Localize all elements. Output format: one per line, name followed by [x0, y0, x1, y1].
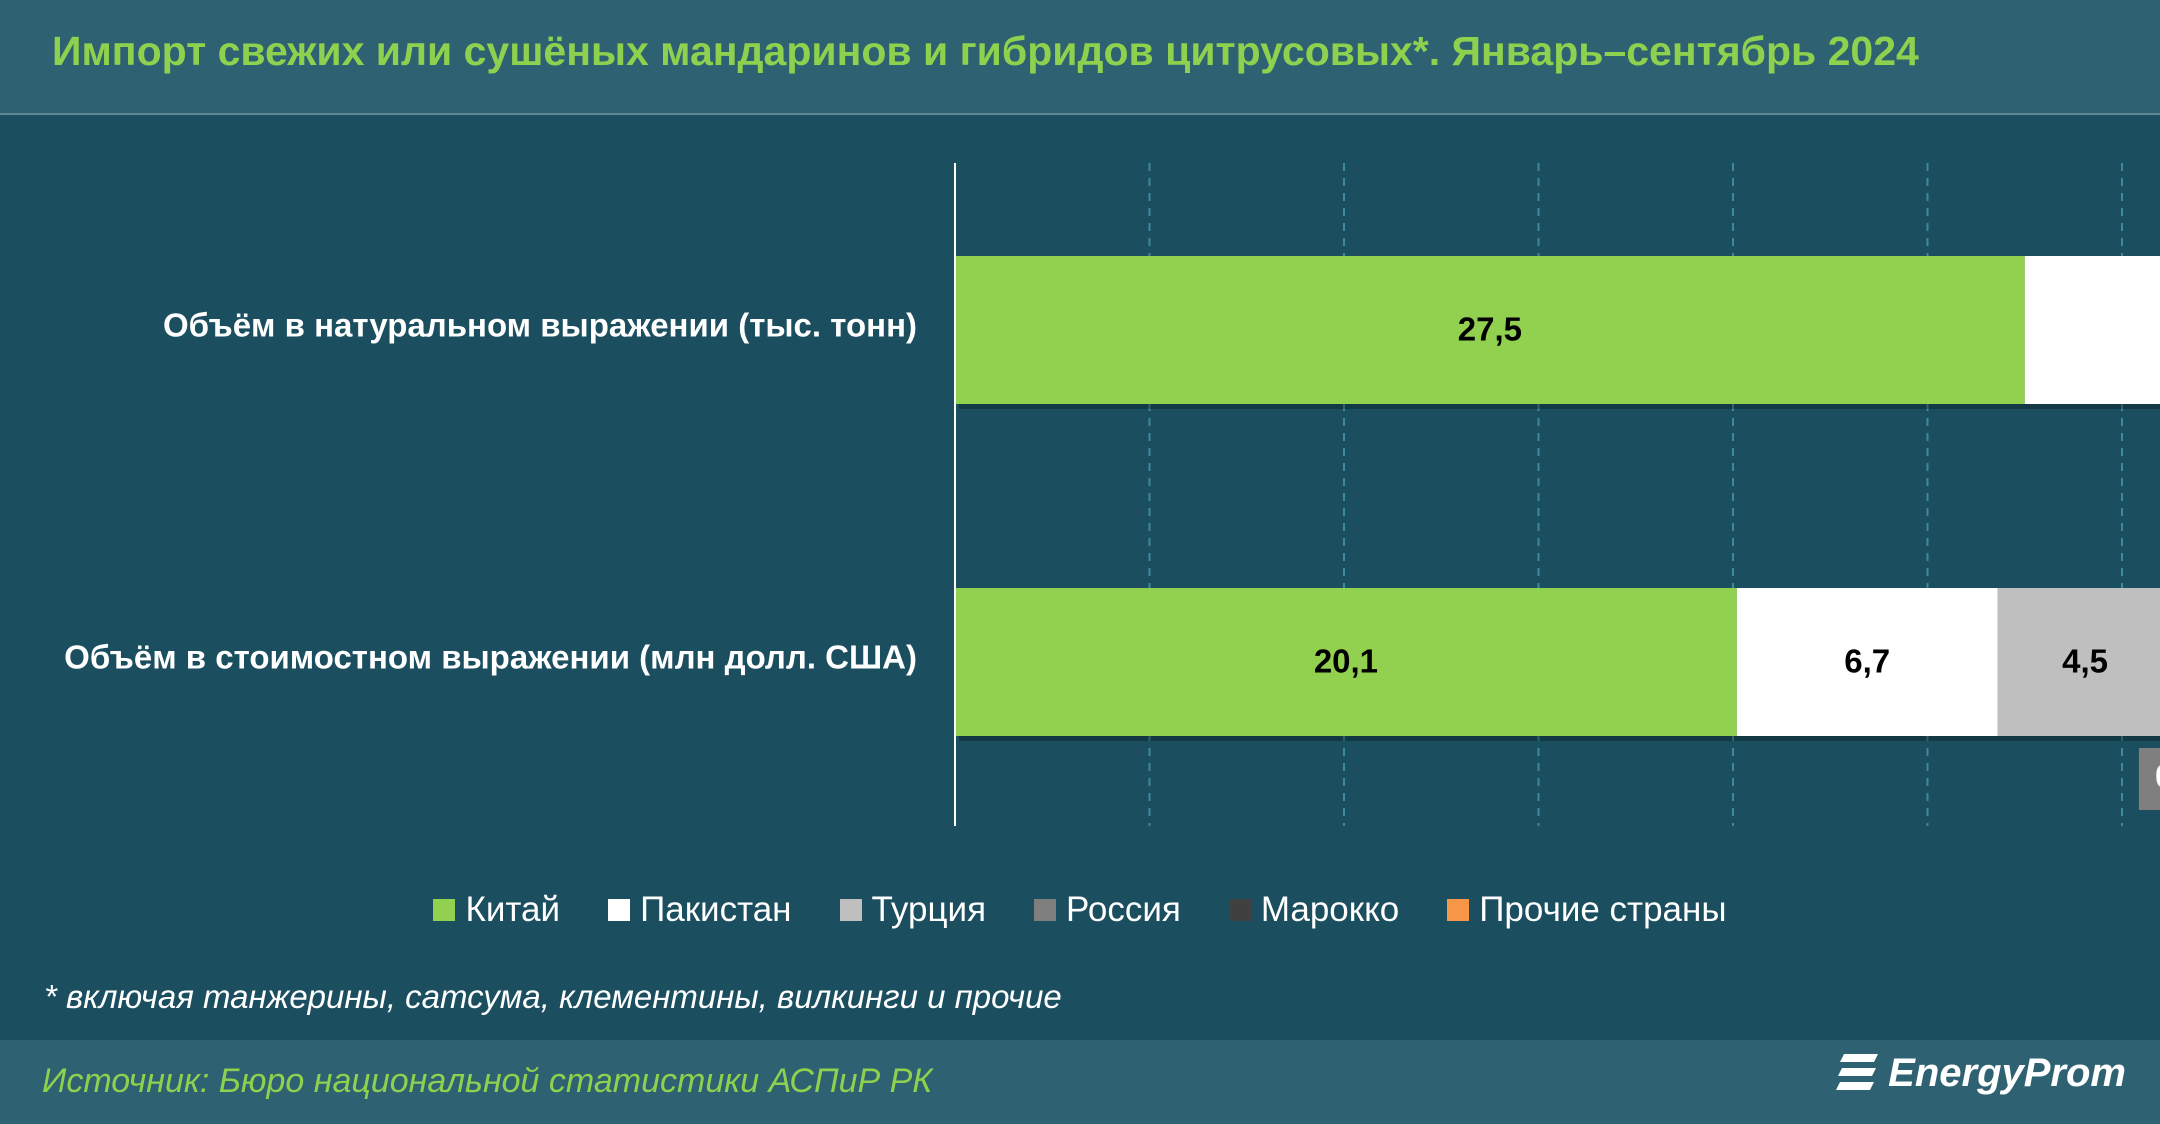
legend-swatch — [1447, 899, 1470, 921]
data-label: 27,5 — [1458, 311, 1522, 348]
callout-box — [2138, 748, 2160, 810]
legend-label: Пакистан — [640, 890, 792, 929]
bar-segment — [955, 588, 1737, 736]
legend-label: Турция — [871, 890, 987, 929]
legend-item: Турция — [839, 890, 987, 930]
legend-swatch — [839, 899, 862, 921]
energyprom-logo: EnergyProm — [1836, 1050, 2126, 1096]
source-text: Источник: Бюро национальной статистики А… — [42, 1062, 933, 1100]
legend-item: Марокко — [1228, 890, 1400, 930]
legend-item: Китай — [433, 890, 560, 930]
data-label: 4,5 — [2062, 643, 2108, 680]
data-label: 0,7 — [2155, 758, 2160, 795]
bar-segment — [2024, 256, 2160, 404]
legend-swatch — [1034, 899, 1057, 921]
category-label: Объём в стоимостном выражении (млн долл.… — [64, 639, 917, 676]
energyprom-logo-icon — [1836, 1054, 1879, 1090]
stacked-bar-chart: Объём в натуральном выражении (тыс. тонн… — [64, 163, 2160, 826]
legend-label: Китай — [465, 890, 561, 929]
legend-swatch — [608, 899, 631, 921]
legend-item: Россия — [1034, 890, 1181, 930]
bar-segment — [1736, 588, 1998, 736]
data-label: 6,7 — [1844, 643, 1890, 680]
chart-title: Импорт свежих или сушёных мандаринов и г… — [52, 28, 1919, 74]
header-bar: Импорт свежих или сушёных мандаринов и г… — [0, 0, 2160, 115]
data-label: 20,1 — [1314, 643, 1378, 680]
footnote: * включая танжерины, сатсума, клементины… — [44, 978, 1062, 1015]
category-label: Объём в натуральном выражении (тыс. тонн… — [163, 307, 917, 344]
bar-segment — [1997, 588, 2160, 736]
legend-swatch — [433, 899, 456, 921]
legend: Китай Пакистан Турция Россия Марокко Прочие с… — [0, 890, 2160, 930]
footer-bar: Источник: Бюро национальной статистики А… — [0, 1040, 2160, 1124]
brand-name: EnergyProm — [1888, 1050, 2126, 1095]
bar-segment — [955, 256, 2025, 404]
legend-label: Прочие страны — [1479, 890, 1727, 929]
legend-item: Пакистан — [608, 890, 792, 930]
legend-label: Марокко — [1260, 890, 1400, 929]
legend-label: Россия — [1066, 890, 1181, 929]
legend-item: Прочие страны — [1447, 890, 1727, 930]
legend-swatch — [1228, 899, 1251, 921]
